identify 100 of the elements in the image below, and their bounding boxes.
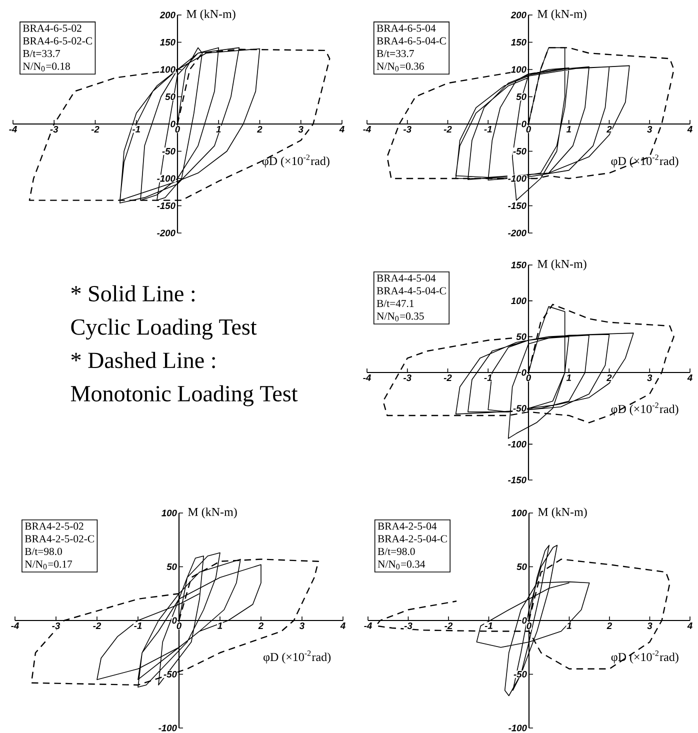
y-tick-label: -150 <box>508 202 526 210</box>
annotation: BRA4-6-5-02 <box>22 24 82 32</box>
y-tick-label: 0 <box>172 617 177 624</box>
x-tick-label: 3 <box>299 622 304 630</box>
y-tick-label: 0 <box>522 617 527 624</box>
x-tick-label: -2 <box>444 622 453 630</box>
x-tick-label: 2 <box>606 374 612 382</box>
x-tick-label: 1 <box>218 622 222 629</box>
y-tick-label: 100 <box>162 510 177 516</box>
x-tick-label: -1 <box>484 622 492 629</box>
x-tick-label: -3 <box>403 374 412 382</box>
x-tick-label: 1 <box>566 622 572 629</box>
x-tick-label: -2 <box>93 622 102 630</box>
x-tick-label: -4 <box>364 622 372 629</box>
x-tick-label: -2 <box>444 374 452 382</box>
annotation: B/t=33.7 <box>376 50 414 58</box>
y-tick-label: 150 <box>160 38 176 46</box>
y-tick-label: -200 <box>508 230 526 236</box>
y-tick-label: 100 <box>511 66 526 73</box>
x-tick-label: -1 <box>484 126 492 132</box>
y-axis-title: M (kN-m) <box>188 508 237 518</box>
x-tick-label: -1 <box>134 622 142 629</box>
y-tick-label: -150 <box>508 476 526 484</box>
annotation: N/N$_{0}$=0.18 <box>22 62 70 72</box>
y-tick-label: -100 <box>508 440 526 448</box>
x-axis-title: φD (×10$^{-2}$rad) <box>611 154 678 168</box>
annotation: BRA4-6-5-02-C <box>22 37 92 44</box>
x-tick-label: 2 <box>256 126 262 133</box>
annotation: B/t=47.1 <box>376 300 414 308</box>
y-tick-label: 0 <box>522 120 526 128</box>
annotation: B/t=98.0 <box>378 548 415 556</box>
y-tick-label: 150 <box>511 262 526 268</box>
x-tick-label: 0 <box>526 622 532 630</box>
x-tick-label: 0 <box>526 374 532 382</box>
x-tick-label: -3 <box>404 622 412 630</box>
x-axis-title: φD (×10$^{-2}$rad) <box>611 650 678 664</box>
y-tick-label: 50 <box>516 93 526 100</box>
y-axis-title: M (kN-m) <box>538 10 586 20</box>
y-tick-label: 200 <box>160 12 176 18</box>
annotation: BRA4-4-5-04 <box>376 274 436 282</box>
y-tick-label: 50 <box>516 563 527 570</box>
x-tick-label: 4 <box>687 622 692 629</box>
y-tick-label: 50 <box>165 93 176 100</box>
y-tick-label: -100 <box>158 724 177 732</box>
annotation: BRA4-2-5-02 <box>24 522 84 530</box>
y-tick-label: -100 <box>157 175 176 182</box>
x-tick-label: 4 <box>339 126 344 132</box>
x-tick-label: -2 <box>444 126 452 133</box>
y-tick-label: -150 <box>157 202 176 210</box>
annotation: BRA4-4-5-04-C <box>376 287 446 294</box>
annotation: BRA4-2-5-02-C <box>24 535 94 542</box>
y-tick-label: 0 <box>522 369 526 376</box>
y-tick-label: -200 <box>157 230 176 236</box>
x-tick-label: -4 <box>9 126 17 132</box>
x-tick-label: 3 <box>647 622 652 630</box>
y-tick-label: 50 <box>516 333 526 340</box>
y-tick-label: 0 <box>170 120 176 128</box>
x-tick-label: -1 <box>484 374 492 381</box>
y-axis-title: M (kN-m) <box>186 10 236 20</box>
x-tick-label: -3 <box>52 622 60 630</box>
annotation: N/N$_{0}$=0.17 <box>24 560 72 570</box>
text: * Dashed Line : <box>71 352 215 368</box>
y-tick-label: 150 <box>511 38 526 46</box>
x-axis-title: φD (×10$^{-2}$rad) <box>611 402 678 416</box>
y-tick-label: 100 <box>512 510 527 516</box>
annotation: N/N$_{0}$=0.35 <box>376 312 424 322</box>
y-axis-title: M (kN-m) <box>538 260 586 270</box>
x-tick-label: 4 <box>687 126 692 132</box>
text: * Solid Line : <box>71 285 194 302</box>
annotation: BRA4-6-5-04-C <box>376 37 446 44</box>
annotation: BRA4-2-5-04 <box>378 522 437 530</box>
y-tick-label: -50 <box>164 670 177 678</box>
y-tick-label: 100 <box>511 298 526 304</box>
y-tick-label: -50 <box>513 405 526 412</box>
x-tick-label: 1 <box>566 126 571 132</box>
annotation: BRA4-6-5-04 <box>376 24 436 32</box>
x-tick-label: 0 <box>526 126 532 133</box>
text: Cyclic Loading Test <box>71 318 257 340</box>
x-tick-label: -1 <box>132 126 140 132</box>
x-tick-label: 4 <box>687 374 692 381</box>
x-axis-title: φD (×10$^{-2}$rad) <box>264 650 331 664</box>
y-tick-label: 100 <box>160 66 176 73</box>
y-tick-label: 50 <box>166 563 177 570</box>
x-tick-label: 2 <box>606 622 612 630</box>
x-axis-title: φD (×10$^{-2}$rad) <box>262 154 330 168</box>
y-tick-label: -50 <box>162 148 176 155</box>
y-tick-label: -100 <box>508 724 527 732</box>
annotation: N/N$_{0}$=0.34 <box>378 560 426 570</box>
annotation: B/t=33.7 <box>22 50 60 58</box>
x-tick-label: 0 <box>176 622 182 630</box>
y-tick-label: -50 <box>513 148 526 155</box>
x-tick-label: -3 <box>50 126 58 133</box>
y-tick-label: 200 <box>510 12 526 18</box>
annotation: N/N$_{0}$=0.36 <box>376 62 424 72</box>
x-tick-label: -4 <box>363 126 371 132</box>
x-tick-label: 4 <box>340 622 346 629</box>
x-tick-label: 3 <box>647 374 652 382</box>
y-axis-title: M (kN-m) <box>538 508 587 518</box>
x-tick-label: 2 <box>258 622 264 630</box>
x-tick-label: 1 <box>216 126 221 132</box>
